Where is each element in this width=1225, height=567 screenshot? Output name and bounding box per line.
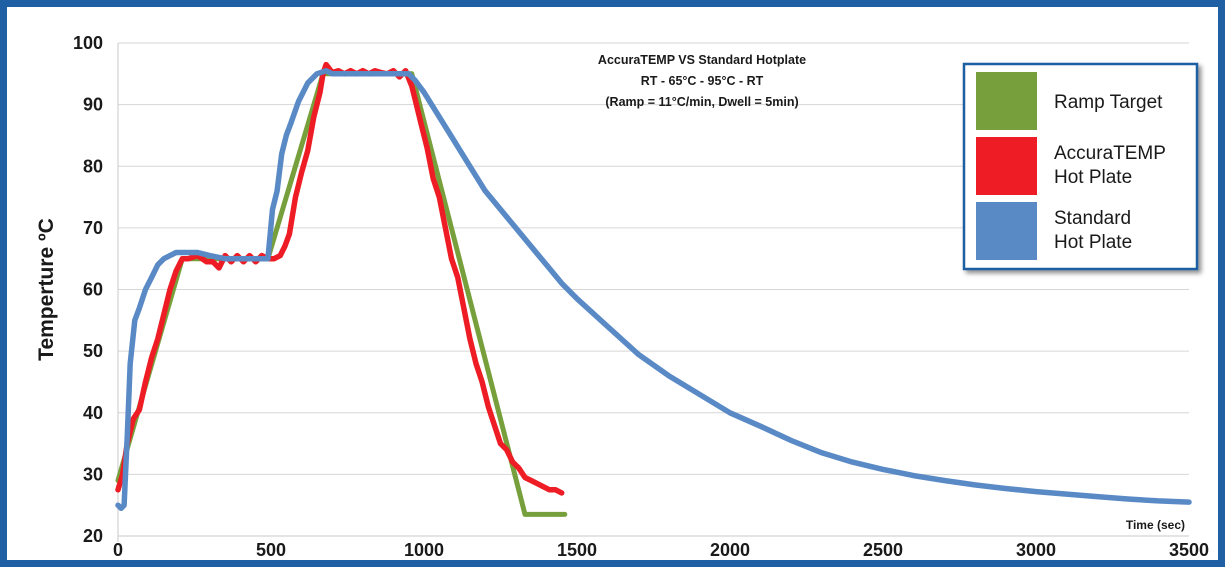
series-line-accuratemp-hot-plate: [115, 61, 565, 496]
y-tick-label: 30: [83, 464, 103, 484]
x-tick-label: 500: [256, 540, 286, 560]
y-axis-label: Temperture ºC: [35, 218, 58, 361]
series-line-standard-hot-plate: [115, 67, 1192, 512]
x-tick-label: 0: [113, 540, 123, 560]
legend: Ramp Target AccuraTEMP Hot Plate Standard Ho…: [962, 62, 1199, 271]
y-tick-label: 40: [83, 403, 103, 423]
y-tick-label: 70: [83, 218, 103, 238]
y-tick-label: 20: [83, 526, 103, 546]
x-tick-label: 3000: [1016, 540, 1056, 560]
legend-swatch-ramp-target: [976, 72, 1037, 130]
legend-label-accuratemp-hot-plate: AccuraTEMP: [1054, 143, 1166, 164]
legend-swatch-standard-hot-plate: [976, 202, 1037, 260]
series-lines: [115, 61, 1192, 517]
x-tick-label: 2500: [863, 540, 903, 560]
chart-subtitle-line-1: RT - 65°C - 95°C - RT: [641, 74, 764, 88]
chart-title: AccuraTEMP VS Standard Hotplate: [598, 53, 806, 67]
y-tick-label: 80: [83, 156, 103, 176]
chart-subtitle-line-2: (Ramp = 11°C/min, Dwell = 5min): [605, 95, 798, 109]
y-tick-label: 60: [83, 280, 103, 300]
x-tick-label: 1000: [404, 540, 444, 560]
y-tick-label: 100: [73, 33, 103, 53]
y-tick-label: 50: [83, 341, 103, 361]
legend-swatch-accuratemp-hot-plate: [976, 137, 1037, 195]
legend-label-standard-hot-plate: Hot Plate: [1054, 232, 1132, 253]
x-axis-label: Time (sec): [1126, 518, 1185, 532]
chart-titles: AccuraTEMP VS Standard Hotplate RT - 65°…: [598, 53, 806, 109]
x-tick-label: 1500: [557, 540, 597, 560]
series-line-ramp-target: [115, 71, 568, 517]
x-tick-label: 2000: [710, 540, 750, 560]
legend-label-standard-hot-plate: Standard: [1054, 208, 1131, 229]
legend-label-accuratemp-hot-plate: Hot Plate: [1054, 167, 1132, 188]
axes: [117, 43, 1189, 542]
y-tick-label: 90: [83, 95, 103, 115]
legend-label-ramp-target: Ramp Target: [1054, 92, 1163, 113]
x-tick-label: 3500: [1169, 540, 1209, 560]
